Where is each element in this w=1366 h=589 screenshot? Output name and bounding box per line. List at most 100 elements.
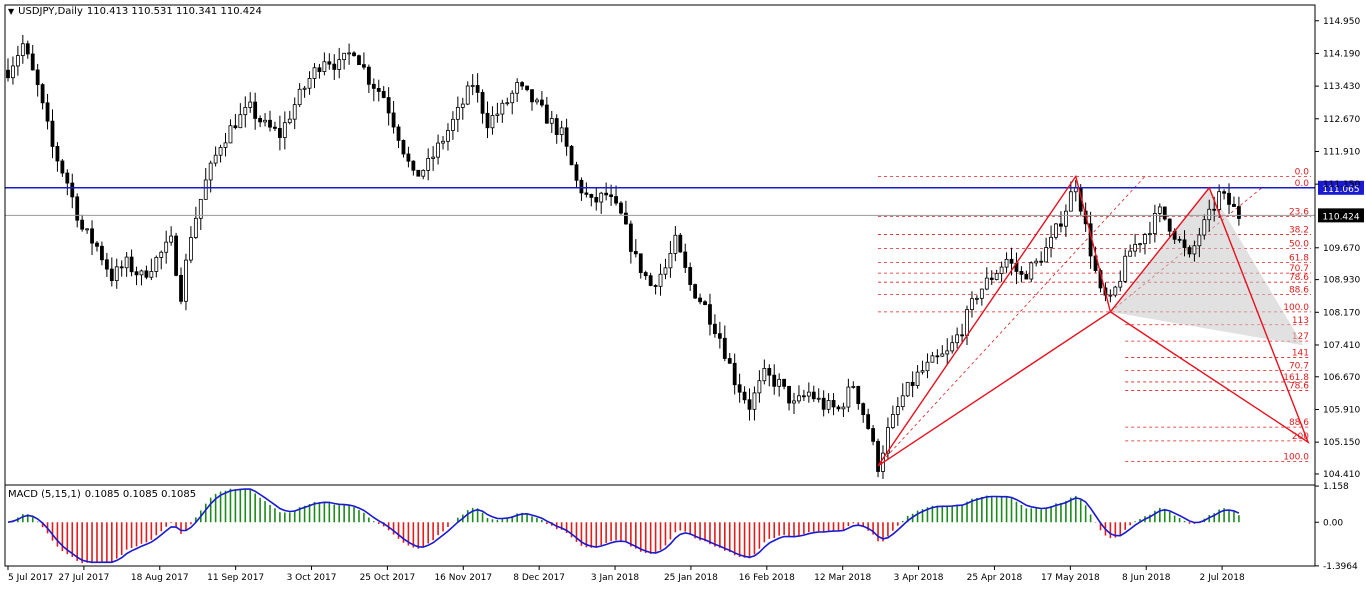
candle-body <box>1063 210 1068 227</box>
x-tick-label: 3 Jan 2018 <box>591 573 639 583</box>
candle-body <box>45 102 50 122</box>
candle-body <box>777 378 782 387</box>
candle-body <box>821 397 826 410</box>
x-tick-label: 8 Jun 2018 <box>1122 573 1171 583</box>
candle-body <box>1068 191 1073 212</box>
candle <box>940 345 945 357</box>
candle <box>772 364 777 395</box>
candle <box>243 96 248 128</box>
candle <box>223 132 228 157</box>
candle-body <box>559 127 564 135</box>
candle <box>836 404 841 412</box>
candle <box>233 113 238 130</box>
candle <box>811 385 816 402</box>
candle <box>871 425 875 446</box>
candle <box>431 146 436 171</box>
candle <box>841 402 846 418</box>
candle-body <box>574 164 579 181</box>
candle <box>179 267 183 305</box>
candle-body <box>757 380 762 394</box>
candle-body <box>179 274 183 302</box>
candle <box>584 182 589 198</box>
candle <box>960 323 964 344</box>
candle <box>846 378 851 413</box>
candle <box>322 52 327 76</box>
candle <box>302 86 307 98</box>
macd-y-tick-label: 0.00 <box>1323 518 1343 528</box>
candle <box>1034 258 1039 267</box>
candle <box>821 390 826 417</box>
candle-body <box>589 193 594 198</box>
candle <box>1019 266 1024 283</box>
candle-body <box>1029 262 1034 280</box>
candle <box>801 389 806 402</box>
candle <box>767 364 772 387</box>
candle <box>890 405 895 430</box>
candle <box>673 226 678 262</box>
candle <box>1162 206 1167 221</box>
candle <box>406 146 411 168</box>
candle <box>722 325 727 362</box>
candle-body <box>713 323 717 335</box>
fib-level-label: 0.0 <box>1295 179 1310 189</box>
candle <box>619 201 623 215</box>
candle-body <box>50 120 55 147</box>
candle-body <box>317 67 322 73</box>
price-tag <box>1318 208 1364 223</box>
candle <box>1123 249 1128 284</box>
candle <box>935 349 940 365</box>
candle-body <box>930 355 935 363</box>
candle-body <box>441 140 445 144</box>
fib-level-label: 100.0 <box>1283 453 1309 463</box>
candle <box>1063 204 1068 237</box>
candle <box>900 383 905 411</box>
candle <box>520 81 525 90</box>
candle-body <box>925 361 930 372</box>
candle <box>895 397 900 426</box>
macd-header: MACD (5,15,1) 0.1085 0.1085 0.1085 <box>8 489 196 500</box>
candle <box>549 110 554 133</box>
candle <box>1029 261 1034 283</box>
dropdown-triangle-icon[interactable]: ▼ <box>8 7 15 16</box>
candle <box>40 83 45 110</box>
candle <box>169 226 174 246</box>
candle-body <box>104 259 109 270</box>
pattern-triangle-xab <box>877 174 1112 467</box>
candle <box>357 54 361 66</box>
candle-body <box>614 196 618 204</box>
price-tag-label: 110.424 <box>1322 212 1359 222</box>
candle-body <box>811 391 816 400</box>
candle-body <box>253 101 258 119</box>
candle-body <box>90 228 94 244</box>
candle-body <box>1004 258 1009 268</box>
candle-body <box>460 103 465 108</box>
candle-body <box>965 309 969 336</box>
x-tick-label: 3 Apr 2018 <box>894 573 944 583</box>
candle <box>277 115 282 151</box>
candle <box>292 97 297 130</box>
candle-body <box>495 113 500 116</box>
candle-body <box>213 154 218 164</box>
candle <box>1059 211 1063 233</box>
candle <box>628 220 633 264</box>
candle <box>624 200 628 225</box>
candle-body <box>658 273 663 287</box>
candle <box>174 232 178 277</box>
candle <box>792 392 796 415</box>
plot-frame <box>4 4 1316 567</box>
candle <box>416 169 421 177</box>
candle-body <box>114 266 119 282</box>
candle-body <box>836 406 841 410</box>
y-tick-label: 105.910 <box>1323 405 1360 415</box>
candle-body <box>475 85 480 93</box>
candle <box>1192 240 1197 262</box>
candle <box>1128 244 1133 257</box>
candle <box>915 365 920 389</box>
candle <box>1108 289 1113 303</box>
candle-body <box>851 385 856 388</box>
candle-body <box>955 334 960 344</box>
candle <box>451 111 455 140</box>
candle <box>979 288 984 306</box>
candle <box>747 388 752 421</box>
